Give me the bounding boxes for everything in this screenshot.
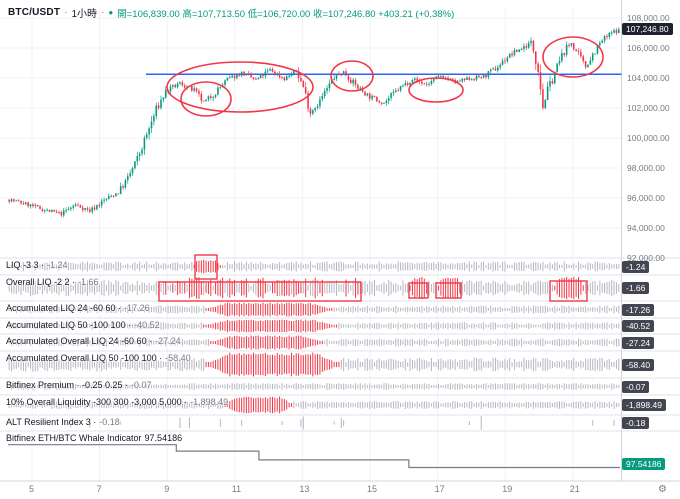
- price-axis-label: 104,000.00: [627, 73, 670, 83]
- indicator-axis-badge-whale-indicator: 97.54186: [622, 458, 666, 470]
- indicator-axis-badge-alt-resilient-index: -0.18: [622, 417, 650, 429]
- indicator-label-liq[interactable]: LIQ -3 3 · -1.24: [6, 260, 68, 270]
- indicator-value: -17.26: [124, 303, 150, 313]
- time-axis-label: 13: [299, 484, 310, 494]
- price-axis-label: 102,000.00: [627, 103, 670, 113]
- indicator-name: ALT Resilient Index 3 ·: [6, 417, 97, 427]
- price-axis-label: 100,000.00: [627, 133, 670, 143]
- indicator-value: -1.66: [78, 277, 99, 287]
- indicator-label-accumulated-liq-24[interactable]: Accumulated LIQ 24 -60 60 · -17.26: [6, 303, 150, 313]
- gridlines: [0, 0, 680, 482]
- indicator-value: -58.40: [165, 353, 191, 363]
- indicator-axis-badge-overall-liq: -1.66: [622, 282, 650, 294]
- annotation-ellipse[interactable]: [166, 61, 314, 113]
- annotation-rectangle[interactable]: [158, 281, 362, 302]
- drawing-annotations[interactable]: [158, 36, 604, 302]
- price-axis-label: 106,000.00: [627, 43, 670, 53]
- indicator-label-accumulated-overall-liq-24[interactable]: Accumulated Overall LIQ 24 -60 60 · -27.2…: [6, 336, 181, 346]
- indicator-value: -0.18: [99, 417, 120, 427]
- annotation-ellipse[interactable]: [180, 81, 232, 117]
- annotation-ellipse[interactable]: [408, 77, 464, 103]
- symbol-title[interactable]: BTC/USDT: [8, 7, 61, 18]
- time-axis-label: 9: [164, 484, 170, 494]
- time-axis-label: 7: [96, 484, 102, 494]
- indicator-axis-badge-bitfinex-premium: -0.07: [622, 380, 650, 393]
- indicator-value: -40.52: [134, 320, 160, 330]
- indicator-value: -0.07: [131, 380, 152, 390]
- interval-selector[interactable]: 1小時: [71, 9, 98, 20]
- indicator-value: -27.24: [155, 336, 181, 346]
- indicator-label-accumulated-liq-50[interactable]: Accumulated LIQ 50 -100 100 · -40.52: [6, 320, 160, 330]
- whale-indicator-line: [8, 444, 620, 469]
- header-separator: ·: [64, 7, 68, 18]
- annotation-rectangle[interactable]: [194, 254, 218, 280]
- annotation-rectangle[interactable]: [435, 282, 462, 299]
- price-axis-label: 98,000.00: [627, 163, 665, 173]
- indicator-axis-badge-accumulated-liq-50: -40.52: [622, 320, 655, 332]
- indicator-axis-badge-accumulated-overall-liq-24: -27.24: [622, 336, 655, 349]
- indicator-value: 97.54186: [144, 433, 183, 443]
- annotation-ellipse[interactable]: [542, 36, 604, 78]
- price-axis-label: 96,000.00: [627, 193, 665, 203]
- header-separator: ·: [101, 7, 105, 18]
- chart-header: BTC/USDT · 1小時 · ● 開=106,839.00 高=107,71…: [8, 5, 454, 20]
- price-axis-label: 108,000.00: [627, 13, 670, 23]
- indicator-histograms: [8, 259, 620, 430]
- indicator-name: Accumulated Overall LIQ 50 -100 100 ·: [6, 353, 163, 363]
- time-axis-label: 5: [29, 484, 35, 494]
- indicator-value: -1.24: [47, 260, 68, 270]
- indicator-name: Bitfinex ETH/BTC Whale Indicator: [6, 433, 142, 443]
- indicator-name: Accumulated LIQ 50 -100 100 ·: [6, 320, 132, 330]
- market-status-icon: ●: [108, 7, 114, 17]
- indicator-name: Accumulated Overall LIQ 24 -60 60 ·: [6, 336, 153, 346]
- indicator-axis-badge-liq: -1.24: [622, 260, 650, 273]
- indicator-label-accumulated-overall-liq-50[interactable]: Accumulated Overall LIQ 50 -100 100 · -58…: [6, 353, 191, 363]
- time-axis-label: 15: [367, 484, 378, 494]
- indicator-label-whale-indicator[interactable]: Bitfinex ETH/BTC Whale Indicator 97.54186: [6, 433, 182, 443]
- time-axis-label: 19: [502, 484, 513, 494]
- price-axis-label: 94,000.00: [627, 223, 665, 233]
- indicator-label-overall-liquidity-10[interactable]: 10% Overall Liquidity -300 300 -3,000 5,…: [6, 397, 228, 407]
- last-price-badge: 107,246.80: [622, 23, 673, 36]
- indicator-name: Bitfinex Premium · -0.25 0.25 ·: [6, 380, 129, 390]
- indicator-name: LIQ -3 3 ·: [6, 260, 45, 270]
- annotation-rectangle[interactable]: [408, 282, 429, 299]
- indicator-axis-badge-accumulated-liq-24: -17.26: [622, 303, 655, 316]
- indicator-axis-badge-overall-liquidity-10: -1,898.49: [622, 399, 666, 411]
- annotation-rectangle[interactable]: [549, 280, 588, 302]
- indicator-axis-badge-accumulated-overall-liq-50: -58.40: [622, 358, 655, 371]
- indicator-label-overall-liq[interactable]: Overall LIQ -2 2 · -1.66: [6, 277, 99, 287]
- time-axis-label: 17: [434, 484, 445, 494]
- indicator-name: Overall LIQ -2 2 ·: [6, 277, 76, 287]
- time-axis-label: 21: [569, 484, 580, 494]
- axis-settings-icon[interactable]: ⚙: [658, 484, 667, 495]
- indicator-label-bitfinex-premium[interactable]: Bitfinex Premium · -0.25 0.25 · -0.07: [6, 380, 152, 390]
- indicator-name: 10% Overall Liquidity -300 300 -3,000 5,…: [6, 397, 188, 407]
- indicator-label-alt-resilient-index[interactable]: ALT Resilient Index 3 · -0.18: [6, 417, 120, 427]
- indicator-name: Accumulated LIQ 24 -60 60 ·: [6, 303, 122, 313]
- indicator-value: -1,898.49: [190, 397, 229, 407]
- ohlc-values: 開=106,839.00 高=107,713.50 低=106,720.00 收…: [117, 8, 455, 20]
- price-axis-label: 92,000.00: [627, 253, 665, 263]
- annotation-ellipse[interactable]: [330, 60, 374, 92]
- time-axis-label: 11: [231, 484, 242, 494]
